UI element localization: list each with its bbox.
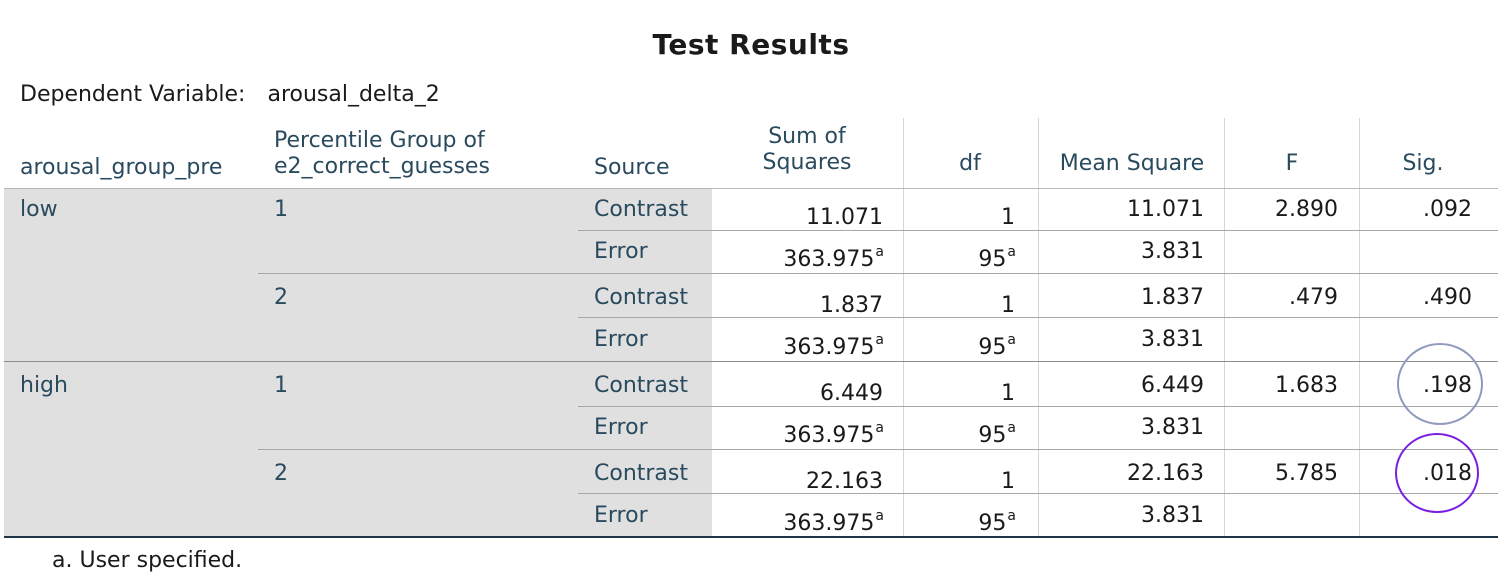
df-cell: 1 (1001, 381, 1015, 406)
ms-cell: 3.831 (1141, 239, 1204, 264)
table-bottom-rule (4, 536, 1498, 538)
ms-cell: 1.837 (1141, 285, 1204, 310)
col-divider (1038, 118, 1039, 537)
df-cell: 95a (978, 420, 1016, 448)
df-cell: 95a (978, 244, 1016, 272)
source-cell: Error (594, 415, 648, 440)
ss-cell: 22.163 (806, 469, 883, 494)
df-cell: 1 (1001, 205, 1015, 230)
percentile-label: 1 (274, 373, 288, 398)
df-cell: 1 (1001, 469, 1015, 494)
header-percentile-line2: e2_correct_guesses (274, 154, 490, 179)
sig-cell: .490 (1423, 285, 1472, 310)
highlight-circle (1395, 433, 1479, 513)
ms-cell: 3.831 (1141, 415, 1204, 440)
sig-cell: .092 (1423, 197, 1472, 222)
ss-cell: 11.071 (806, 205, 883, 230)
group-rule (4, 361, 1498, 362)
row-rule (578, 230, 1498, 231)
f-cell: .479 (1289, 285, 1338, 310)
dependent-variable-label: Dependent Variable: (20, 82, 246, 107)
header-group: arousal_group_pre (20, 155, 223, 180)
row-rule (258, 273, 1498, 274)
ss-cell: 1.837 (820, 293, 883, 318)
ss-cell: 6.449 (820, 381, 883, 406)
header-bottom-rule (4, 188, 1498, 189)
highlight-circle (1397, 343, 1483, 425)
header-ss-line2: Squares (762, 150, 852, 175)
source-cell: Contrast (594, 285, 689, 310)
df-cell: 95a (978, 332, 1016, 360)
header-mean-square: Mean Square (1059, 151, 1205, 176)
source-cell: Contrast (594, 373, 689, 398)
header-sum-of-squares: Sum of Squares (712, 124, 902, 176)
ss-cell: 363.975a (783, 420, 884, 448)
header-f: F (1285, 151, 1299, 176)
row-rule (578, 317, 1498, 318)
source-cell: Error (594, 327, 648, 352)
percentile-label: 2 (274, 285, 288, 310)
group-label-low: low (20, 197, 58, 222)
ms-cell: 11.071 (1127, 197, 1204, 222)
source-cell: Contrast (594, 461, 689, 486)
ms-cell: 6.449 (1141, 373, 1204, 398)
header-percentile-line1: Percentile Group of (274, 128, 485, 153)
row-rule (258, 449, 1498, 450)
f-cell: 1.683 (1275, 373, 1338, 398)
footnote: a. User specified. (52, 548, 243, 573)
ss-cell: 363.975a (783, 508, 884, 536)
header-df: df (959, 151, 981, 176)
ms-cell: 3.831 (1141, 327, 1204, 352)
df-cell: 1 (1001, 293, 1015, 318)
ms-cell: 3.831 (1141, 503, 1204, 528)
source-cell: Error (594, 503, 648, 528)
row-rule (578, 493, 1498, 494)
percentile-label: 1 (274, 197, 288, 222)
col-divider (903, 118, 904, 537)
f-cell: 2.890 (1275, 197, 1338, 222)
header-ss-line1: Sum of (768, 124, 846, 149)
source-cell: Contrast (594, 197, 689, 222)
col-divider (1359, 118, 1360, 537)
df-cell: 95a (978, 508, 1016, 536)
ms-cell: 22.163 (1127, 461, 1204, 486)
table-title: Test Results (652, 28, 850, 61)
row-label-shading (4, 189, 712, 537)
col-divider (1224, 118, 1225, 537)
f-cell: 5.785 (1275, 461, 1338, 486)
ss-cell: 363.975a (783, 332, 884, 360)
source-cell: Error (594, 239, 648, 264)
dependent-variable-value: arousal_delta_2 (267, 82, 440, 107)
group-label-high: high (20, 373, 68, 398)
dependent-variable-line: Dependent Variable: arousal_delta_2 (20, 82, 440, 107)
percentile-label: 2 (274, 461, 288, 486)
header-sig: Sig. (1402, 151, 1444, 176)
header-source: Source (594, 155, 670, 180)
header-percentile: Percentile Group of e2_correct_guesses (274, 128, 490, 180)
ss-cell: 363.975a (783, 244, 884, 272)
row-rule (578, 406, 1498, 407)
